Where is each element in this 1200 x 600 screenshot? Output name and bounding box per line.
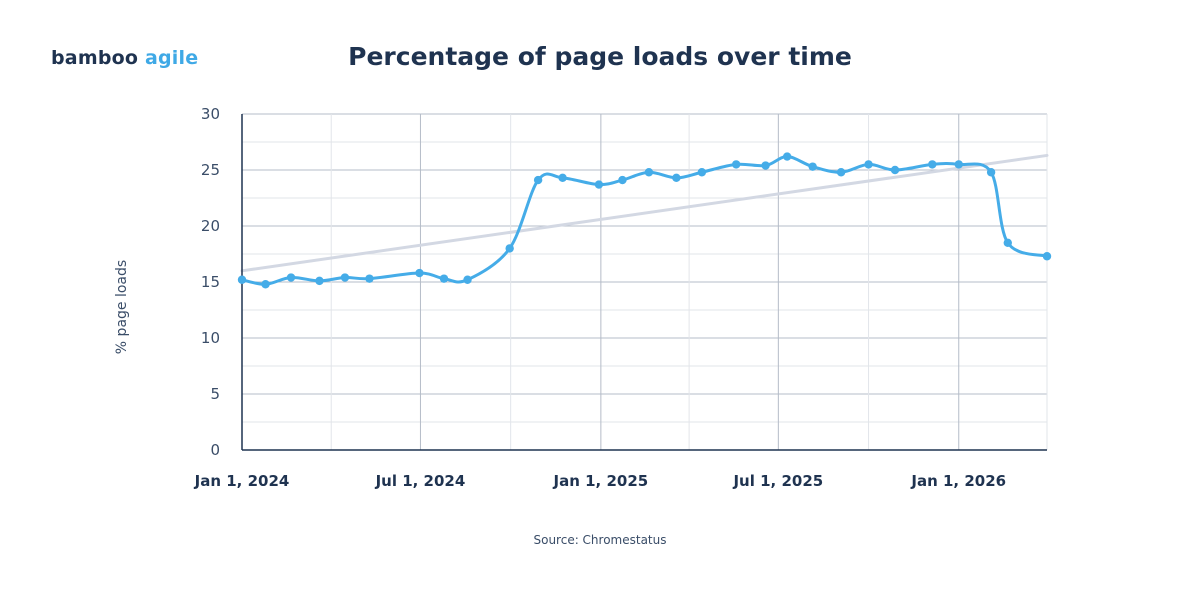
x-tick-label: Jul 1, 2024 <box>375 472 466 490</box>
data-point <box>594 180 604 189</box>
source-note: Source: Chromestatus <box>533 533 667 547</box>
series-line <box>240 155 1049 286</box>
data-point <box>928 160 937 169</box>
data-point <box>315 276 324 286</box>
x-tick-label: Jul 1, 2025 <box>732 472 823 490</box>
data-point <box>505 244 514 253</box>
data-point <box>618 175 627 185</box>
data-point <box>672 173 681 183</box>
y-tick-label: 25 <box>201 161 220 179</box>
y-tick-label: 30 <box>201 105 220 123</box>
data-point <box>237 275 247 284</box>
data-point <box>954 160 963 169</box>
y-tick-label: 5 <box>210 385 220 403</box>
brand-logo: bamboo agile <box>51 47 198 69</box>
series-group <box>237 152 1052 289</box>
y-tick-label: 20 <box>201 217 220 235</box>
data-point <box>864 160 873 169</box>
data-point <box>286 273 296 282</box>
data-point <box>533 175 543 185</box>
x-tick-label: Jan 1, 2025 <box>553 472 649 490</box>
data-point <box>836 168 846 177</box>
trendline <box>240 153 1049 273</box>
logo-text-bamboo: bamboo <box>51 47 139 69</box>
data-point <box>558 173 567 183</box>
data-point <box>1042 252 1052 261</box>
trendline-group <box>240 153 1049 273</box>
x-tick-label: Jan 1, 2024 <box>194 472 290 490</box>
data-point <box>463 275 472 284</box>
tick-labels: 0 5 10 15 20 25 30 Jan 1, 2024 Jul 1, 2024 Jan 1,… <box>194 105 1006 490</box>
data-point <box>365 274 374 283</box>
y-tick-label: 10 <box>201 329 220 347</box>
data-point <box>986 168 996 177</box>
data-point <box>415 268 424 278</box>
data-point <box>890 165 900 175</box>
chart-title: Percentage of page loads over time <box>348 42 852 71</box>
logo-text-agile: agile <box>144 47 199 69</box>
data-point <box>1003 238 1012 247</box>
data-point <box>697 168 707 177</box>
data-point <box>340 273 350 282</box>
y-tick-label: 0 <box>210 441 220 459</box>
data-point <box>644 168 654 177</box>
data-point <box>782 152 792 161</box>
data-point <box>261 280 270 289</box>
y-tick-label: 15 <box>201 273 220 291</box>
data-point <box>808 162 817 171</box>
data-point <box>439 274 449 283</box>
data-point <box>731 160 741 169</box>
x-tick-label: Jan 1, 2026 <box>910 472 1006 490</box>
data-point <box>761 161 770 170</box>
grid <box>241 113 1048 450</box>
